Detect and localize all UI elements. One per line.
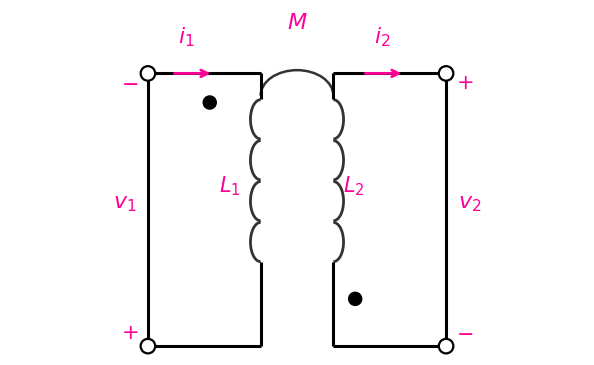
Text: $i_2$: $i_2$ bbox=[374, 25, 391, 49]
Text: $L_1$: $L_1$ bbox=[219, 174, 241, 198]
Circle shape bbox=[203, 96, 216, 109]
Text: $+$: $+$ bbox=[121, 323, 138, 343]
Circle shape bbox=[349, 292, 362, 306]
Text: $-$: $-$ bbox=[121, 73, 138, 92]
Circle shape bbox=[439, 66, 453, 81]
Circle shape bbox=[439, 339, 453, 353]
Text: $-$: $-$ bbox=[456, 323, 473, 343]
Text: $i_1$: $i_1$ bbox=[178, 25, 194, 49]
Circle shape bbox=[141, 66, 155, 81]
Circle shape bbox=[141, 339, 155, 353]
Text: $+$: $+$ bbox=[456, 73, 473, 92]
Text: $v_2$: $v_2$ bbox=[458, 194, 481, 214]
Text: $v_1$: $v_1$ bbox=[112, 194, 136, 214]
Text: $L_2$: $L_2$ bbox=[343, 174, 364, 198]
Text: $M$: $M$ bbox=[287, 12, 307, 32]
